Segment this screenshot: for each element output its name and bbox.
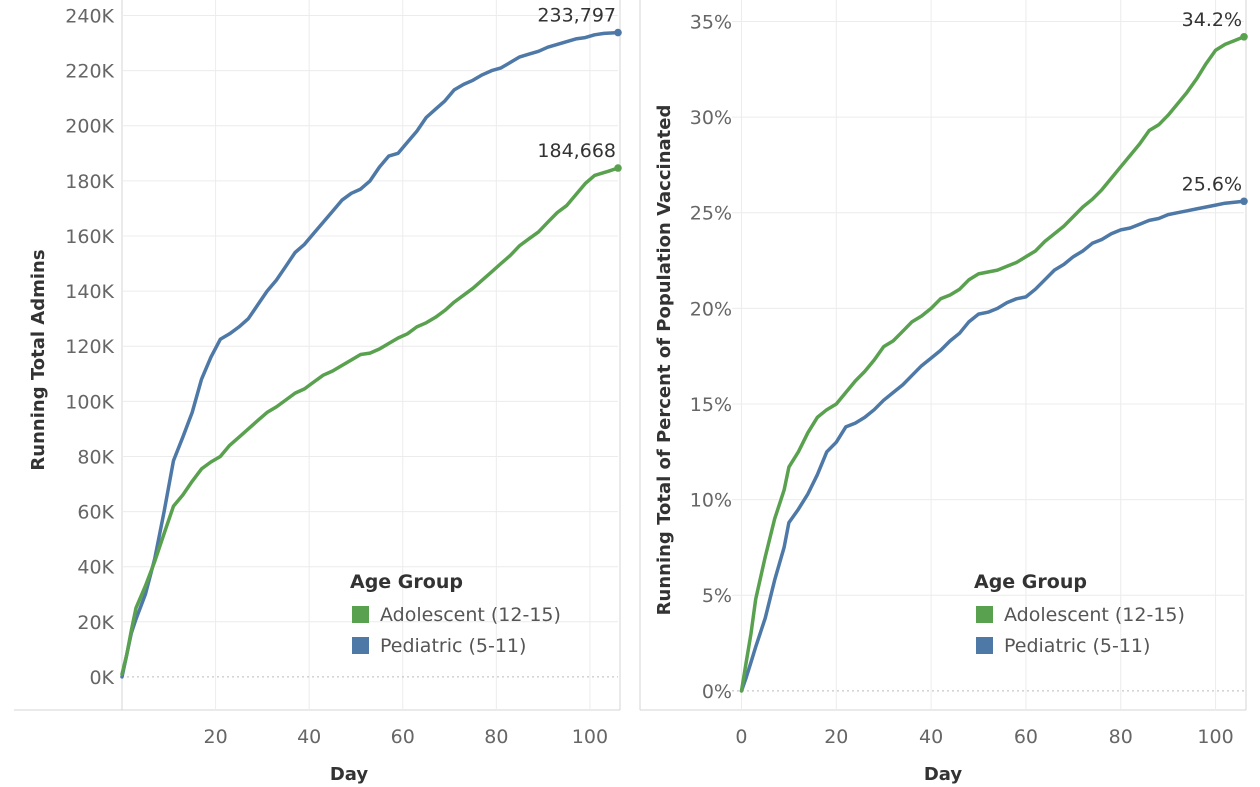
admins-y-tick-label: 60K bbox=[77, 502, 114, 524]
percent-y-axis-title: Running Total of Percent of Population V… bbox=[654, 105, 675, 616]
admins-x-axis-title: Day bbox=[330, 764, 369, 785]
admins-legend-swatch-pediatric[interactable] bbox=[352, 637, 369, 654]
percent-x-axis-title: Day bbox=[924, 764, 963, 785]
admins-y-tick-label: 160K bbox=[65, 226, 114, 248]
percent-legend-swatch-pediatric[interactable] bbox=[976, 637, 993, 654]
admins-x-tick-label: 40 bbox=[297, 726, 321, 748]
admins-y-tick-label: 40K bbox=[77, 557, 114, 579]
admins-y-tick-label: 120K bbox=[65, 336, 114, 358]
admins-y-axis-title: Running Total Admins bbox=[28, 249, 49, 470]
admins-x-tick-label: 20 bbox=[203, 726, 227, 748]
percent-x-tick-label: 60 bbox=[1014, 726, 1038, 748]
admins-x-tick-label: 60 bbox=[391, 726, 415, 748]
percent-legend-title: Age Group bbox=[974, 571, 1087, 593]
admins-y-tick-label: 140K bbox=[65, 281, 114, 303]
admins-series-line-adolescent[interactable] bbox=[120, 166, 620, 676]
percent-end-point-pediatric[interactable] bbox=[1240, 197, 1248, 206]
admins-y-tick-label: 100K bbox=[65, 391, 114, 413]
admins-y-tick-label: 180K bbox=[65, 171, 114, 193]
percent-y-tick-label: 35% bbox=[690, 11, 732, 33]
percent-x-tick-label: 0 bbox=[735, 726, 747, 748]
percent-y-tick-label: 30% bbox=[690, 107, 732, 129]
percent-series-line-adolescent[interactable] bbox=[739, 35, 1246, 693]
admins-y-tick-label: 240K bbox=[65, 6, 114, 28]
admins-y-tick-label: 80K bbox=[77, 446, 114, 468]
percent-legend-swatch-adolescent[interactable] bbox=[976, 606, 993, 623]
percent-end-point-adolescent[interactable] bbox=[1240, 32, 1248, 41]
admins-y-tick-label: 200K bbox=[65, 116, 114, 138]
admins-end-label-adolescent: 184,668 bbox=[537, 140, 616, 162]
admins-legend-title: Age Group bbox=[350, 571, 463, 593]
percent-x-tick-label: 80 bbox=[1109, 726, 1133, 748]
admins-end-point-pediatric[interactable] bbox=[614, 28, 622, 37]
admins-end-label-pediatric: 233,797 bbox=[537, 5, 616, 27]
percent-end-label-adolescent: 34.2% bbox=[1182, 9, 1242, 31]
admins-legend-swatch-adolescent[interactable] bbox=[352, 606, 369, 623]
percent-y-tick-label: 15% bbox=[690, 394, 732, 416]
admins-series-line-pediatric[interactable] bbox=[120, 30, 620, 679]
admins-y-tick-label: 0K bbox=[89, 667, 114, 689]
admins-y-tick-label: 20K bbox=[77, 612, 114, 634]
percent-x-tick-label: 100 bbox=[1197, 726, 1233, 748]
admins-legend-label-pediatric[interactable]: Pediatric (5-11) bbox=[380, 635, 526, 657]
percent-x-tick-label: 40 bbox=[919, 726, 943, 748]
percent-y-tick-label: 25% bbox=[690, 203, 732, 225]
percent-y-tick-label: 5% bbox=[702, 585, 732, 607]
percent-x-tick-label: 20 bbox=[824, 726, 848, 748]
percent-y-tick-label: 0% bbox=[702, 681, 732, 703]
percent-y-tick-label: 20% bbox=[690, 298, 732, 320]
percent-end-label-pediatric: 25.6% bbox=[1182, 173, 1242, 195]
admins-x-tick-label: 100 bbox=[572, 726, 608, 748]
admins-y-tick-label: 220K bbox=[65, 61, 114, 83]
admins-end-point-adolescent[interactable] bbox=[614, 164, 622, 172]
percent-legend-label-adolescent[interactable]: Adolescent (12-15) bbox=[1004, 604, 1185, 626]
percent-y-tick-label: 10% bbox=[690, 490, 732, 512]
admins-x-tick-label: 80 bbox=[484, 726, 508, 748]
admins-legend-label-adolescent[interactable]: Adolescent (12-15) bbox=[380, 604, 561, 626]
percent-series-line-pediatric[interactable] bbox=[739, 199, 1246, 693]
percent-legend-label-pediatric[interactable]: Pediatric (5-11) bbox=[1004, 635, 1150, 657]
